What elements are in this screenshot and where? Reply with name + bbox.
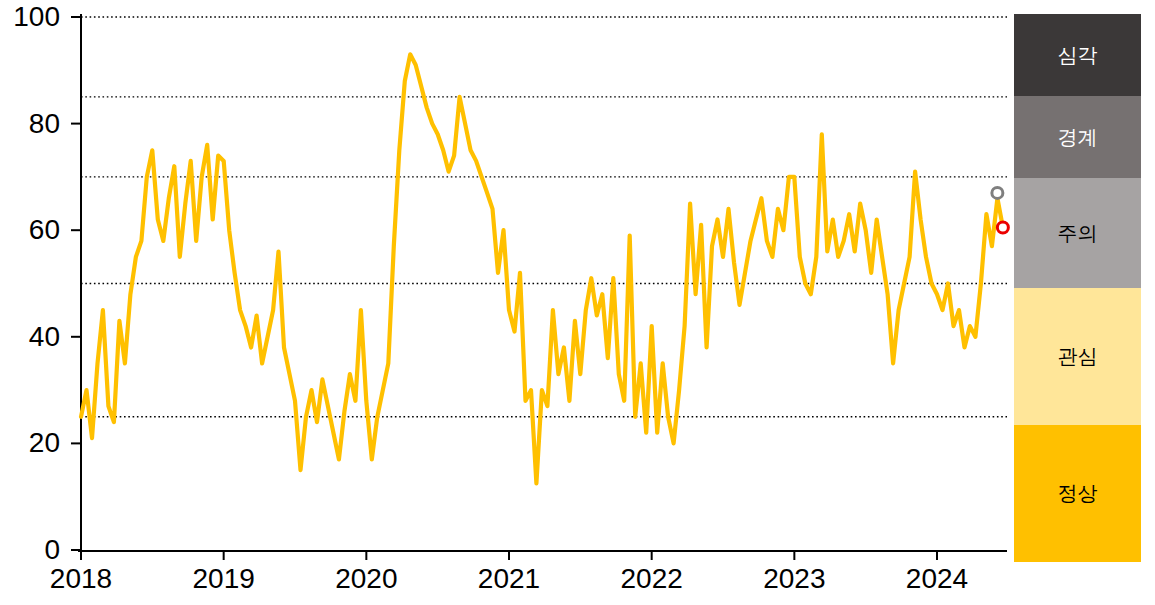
legend-band-label: 주의 (1058, 220, 1098, 247)
legend-band-1: 심각 (1014, 14, 1141, 96)
x-tick-label-2024: 2024 (882, 563, 992, 595)
previous-point-marker (992, 187, 1003, 198)
y-tick-label-100: 100 (0, 1, 60, 33)
y-tick-label-80: 80 (0, 108, 60, 140)
chart-canvas: 0 20 40 60 80 100 2018 2019 2020 2021 2022 2023 202… (0, 0, 1155, 605)
x-tick-label-2020: 2020 (311, 563, 421, 595)
y-tick-label-20: 20 (0, 427, 60, 459)
x-tick-label-2023: 2023 (739, 563, 849, 595)
latest-point-marker (997, 222, 1008, 233)
legend-band-label: 경계 (1058, 124, 1098, 151)
x-tick-label-2018: 2018 (26, 563, 136, 595)
legend-band-label: 관심 (1058, 343, 1098, 370)
y-tick-label-0: 0 (0, 534, 60, 566)
legend-band-2: 경계 (1014, 96, 1141, 178)
y-tick-label-40: 40 (0, 321, 60, 353)
x-tick-label-2021: 2021 (454, 563, 564, 595)
data-line (81, 54, 1003, 483)
legend-band-label: 심각 (1058, 42, 1098, 69)
x-tick-label-2022: 2022 (597, 563, 707, 595)
legend-band-3: 주의 (1014, 178, 1141, 288)
legend-band-5: 정상 (1014, 425, 1141, 562)
y-tick-label-60: 60 (0, 214, 60, 246)
x-tick-label-2019: 2019 (169, 563, 279, 595)
legend-band-4: 관심 (1014, 288, 1141, 425)
plot-area (0, 0, 1155, 605)
legend-band-label: 정상 (1058, 480, 1098, 507)
